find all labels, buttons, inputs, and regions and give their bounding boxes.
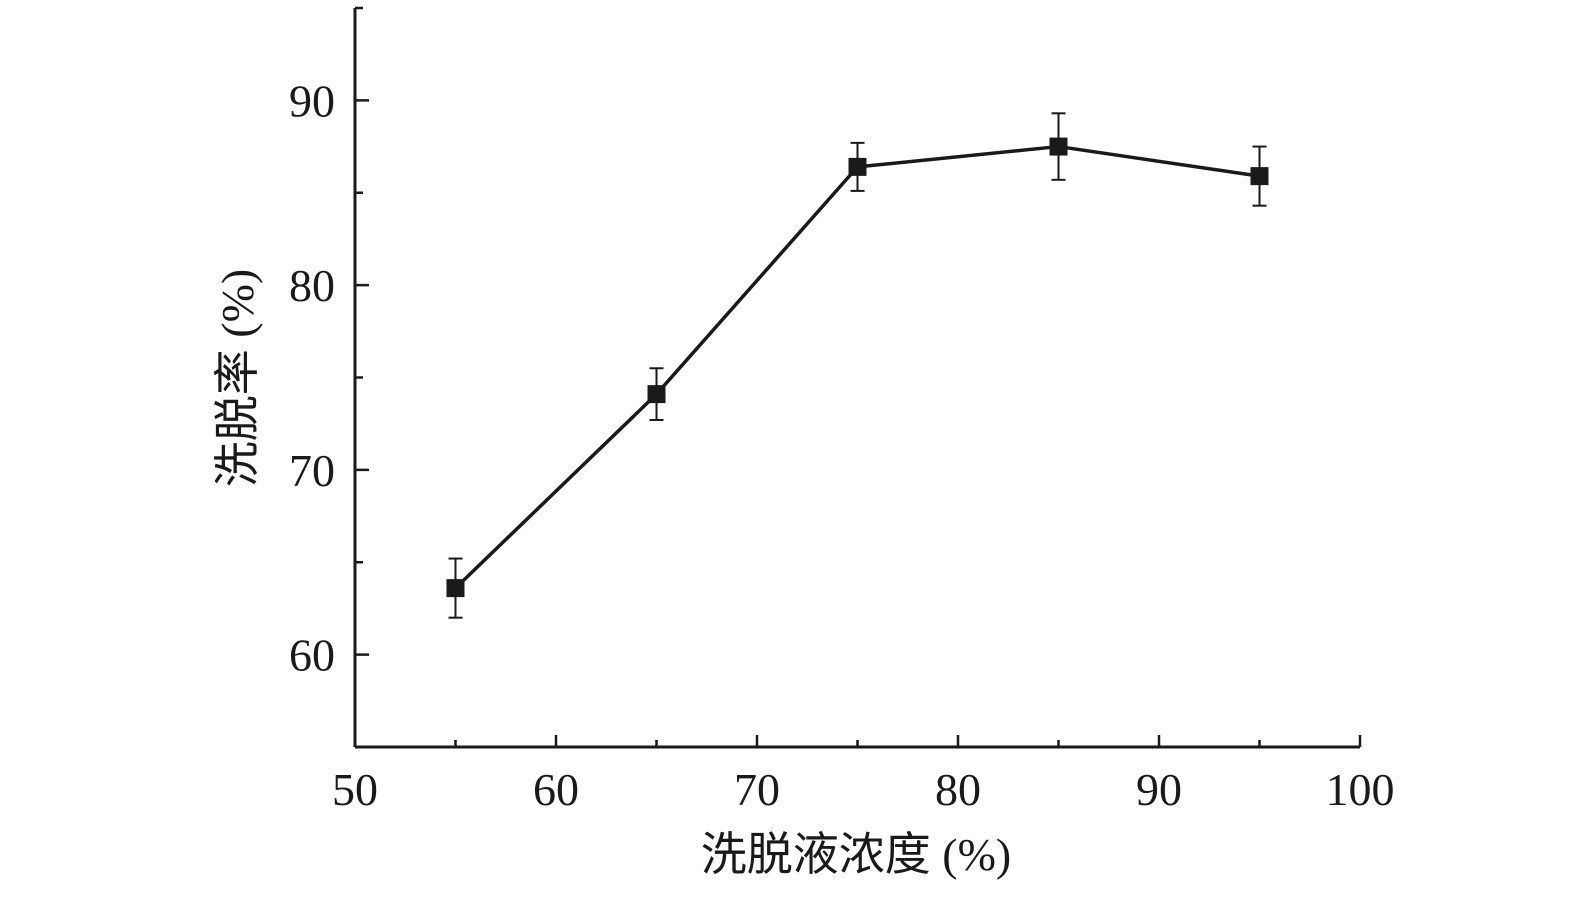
y-tick-label: 80 [289, 260, 335, 311]
y-axis-title: 洗脱率 (%) [212, 269, 263, 487]
y-tick-label: 60 [289, 630, 335, 681]
y-tick-label: 70 [289, 445, 335, 496]
x-tick-label: 100 [1326, 764, 1395, 815]
data-point-marker [446, 579, 465, 598]
x-tick-label: 80 [935, 764, 981, 815]
x-tick-label: 60 [533, 764, 579, 815]
series-line [454, 144, 1260, 590]
x-tick-label: 50 [332, 764, 378, 815]
data-point-marker [647, 385, 666, 404]
axes: 50 60 70 80 90 100 60 70 80 90 [289, 6, 1395, 815]
data-point-marker [848, 157, 867, 176]
data-point-marker [1250, 167, 1269, 186]
x-axis-title: 洗脱液浓度 (%) [701, 829, 1011, 880]
x-tick-label: 90 [1136, 764, 1182, 815]
series-layer [446, 112, 1269, 619]
data-point-marker [1049, 137, 1068, 156]
y-tick-label: 90 [289, 75, 335, 126]
x-tick-label: 70 [734, 764, 780, 815]
